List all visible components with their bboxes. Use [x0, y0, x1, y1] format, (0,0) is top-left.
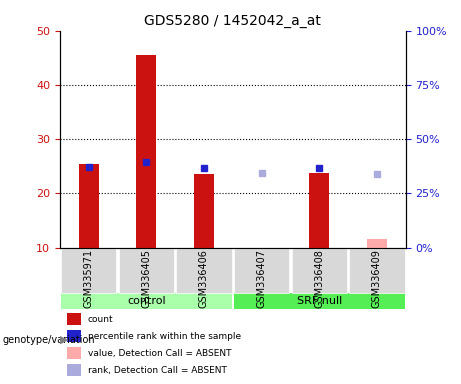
Text: genotype/variation: genotype/variation [2, 335, 95, 345]
FancyBboxPatch shape [234, 248, 290, 293]
Text: percentile rank within the sample: percentile rank within the sample [88, 332, 241, 341]
FancyBboxPatch shape [118, 248, 174, 293]
Bar [367, 240, 387, 248]
Text: GSM335971: GSM335971 [84, 249, 94, 308]
Text: GSM336405: GSM336405 [142, 249, 151, 308]
FancyBboxPatch shape [61, 293, 231, 309]
FancyBboxPatch shape [291, 248, 347, 293]
Text: GSM336406: GSM336406 [199, 249, 209, 308]
Text: count: count [88, 315, 113, 324]
FancyBboxPatch shape [176, 248, 231, 293]
Bar [67, 330, 81, 343]
Text: value, Detection Call = ABSENT: value, Detection Call = ABSENT [88, 349, 231, 358]
Text: ▶: ▶ [60, 335, 68, 345]
Bar [67, 364, 81, 376]
FancyBboxPatch shape [234, 293, 405, 309]
Text: GSM336408: GSM336408 [314, 249, 324, 308]
FancyBboxPatch shape [349, 248, 405, 293]
Title: GDS5280 / 1452042_a_at: GDS5280 / 1452042_a_at [144, 14, 321, 28]
Bar [136, 55, 156, 248]
Text: GSM336409: GSM336409 [372, 249, 382, 308]
FancyBboxPatch shape [61, 248, 116, 293]
Bar [67, 347, 81, 359]
Text: rank, Detection Call = ABSENT: rank, Detection Call = ABSENT [88, 366, 226, 375]
Text: SRF null: SRF null [296, 296, 342, 306]
Bar [194, 174, 214, 248]
Text: control: control [127, 296, 165, 306]
Bar [79, 164, 99, 248]
Bar [309, 173, 329, 248]
Bar [67, 313, 81, 326]
Text: GSM336407: GSM336407 [257, 249, 266, 308]
